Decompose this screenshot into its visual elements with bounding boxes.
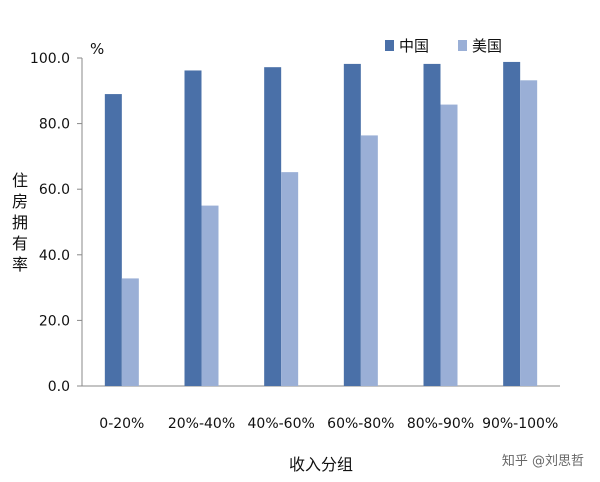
y-axis-title-char: 率: [12, 255, 28, 274]
bar-usa: [201, 205, 219, 386]
x-ticks: 0-20% 20%-40% 40%-60% 60%-80% 80%-90% 90%-100…: [99, 416, 558, 432]
bar-china: [503, 61, 521, 386]
bar-china: [264, 67, 282, 387]
x-tick-label: 40%-60%: [248, 416, 315, 432]
bar-china: [343, 63, 361, 387]
chart-axes: [81, 58, 560, 387]
watermark: 知乎 @刘思哲: [502, 453, 584, 469]
y-tick-label: 60.0: [39, 182, 70, 198]
legend-label: 中国: [399, 37, 429, 55]
y-ticks: 0.0 20.0 40.0 60.0 80.0 100.0: [30, 51, 82, 395]
y-axis-title-char: 住: [12, 171, 28, 190]
legend-swatch: [458, 40, 467, 51]
bar-series: [104, 61, 538, 387]
x-axis-title: 收入分组: [289, 455, 353, 474]
y-axis-title-char: 有: [12, 234, 28, 253]
y-axis-title-char: 房: [12, 192, 28, 211]
bar-usa: [281, 172, 299, 386]
bar-usa: [520, 80, 538, 386]
x-tick-label: 90%-100%: [482, 416, 558, 432]
bar-usa: [121, 278, 139, 386]
x-tick-label: 20%-40%: [168, 416, 235, 432]
y-axis-title-char: 拥: [12, 213, 28, 232]
bar-china: [184, 70, 202, 387]
legend-swatch: [385, 40, 394, 51]
y-tick-label: 100.0: [30, 51, 70, 67]
legend: 中国 美国: [385, 37, 502, 55]
x-tick-label: 80%-90%: [407, 416, 474, 432]
y-tick-label: 0.0: [48, 379, 70, 395]
bar-usa: [360, 135, 378, 386]
y-tick-label: 80.0: [39, 117, 70, 133]
y-unit-label: %: [90, 40, 104, 58]
bar-usa: [440, 104, 458, 387]
bar-china: [423, 63, 441, 387]
legend-label: 美国: [472, 37, 502, 55]
x-tick-label: 60%-80%: [327, 416, 394, 432]
bar-china: [104, 94, 122, 386]
y-tick-label: 40.0: [39, 248, 70, 264]
x-tick-label: 0-20%: [99, 416, 144, 432]
y-tick-label: 20.0: [39, 313, 70, 329]
